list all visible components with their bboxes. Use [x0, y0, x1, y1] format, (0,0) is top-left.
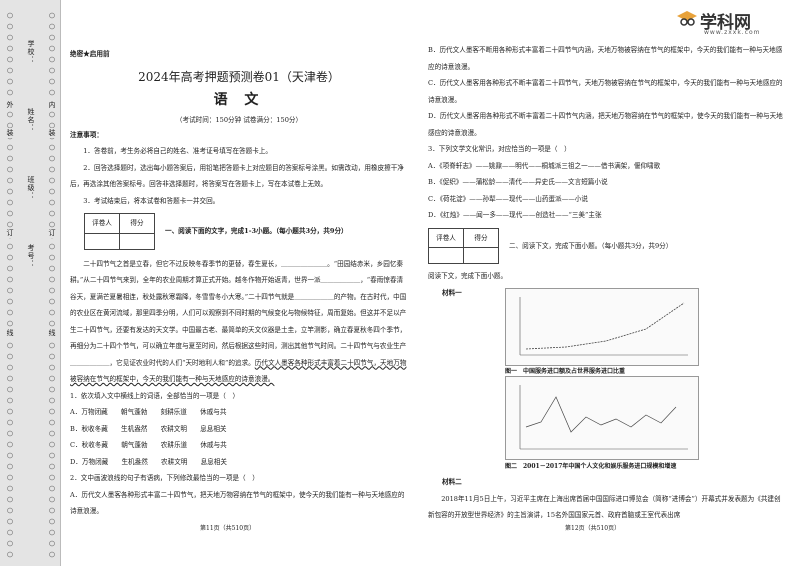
notice-item: 3．考试结束后，将本试卷和答题卡一并交回。 — [83, 196, 220, 205]
paragraph: 2018年11月5日上午，习近平主席在上海出席首届中国国际进口博览会（简称“进博… — [428, 494, 781, 520]
notice-item: 2．回答选择题时，选出每小题答案后，用铅笔把答题卡上对应题目的答案标号涂黑。如需… — [70, 163, 404, 189]
section-title: 一、阅读下面的文字，完成1-3小题。（每小题共3分，共9分） — [165, 227, 348, 236]
binding-char: 内 — [47, 100, 57, 110]
field-label: 学校： — [27, 40, 35, 64]
binding-char: 订 — [5, 228, 15, 238]
material-label: 材料二 — [442, 478, 462, 486]
option: B．历代文人墨客不断用各种形式丰富着二十四节气内涵，天地万物被容纳在节气的框架中… — [428, 46, 783, 71]
option: B．《促织》——蒲松龄——清代——异史氏——文言短篇小说 — [428, 178, 608, 186]
binding-char: 装 — [5, 128, 15, 138]
secret-mark: 绝密★启用前 — [70, 50, 110, 58]
instruction: 阅读下文，完成下面小题。 — [428, 272, 508, 280]
question-stem: 1．依次填入文中横线上的词语，全部恰当的一项是（ ） — [70, 391, 240, 400]
score-cell — [84, 232, 120, 250]
question-stem: 2．文中画波浪线的句子有语病，下列修改最恰当的一项是（ ） — [70, 474, 259, 482]
binding-holes — [48, 10, 56, 560]
material-label: 材料一 — [442, 288, 462, 297]
binding-inner: 内装订线 — [47, 100, 57, 428]
binding-char: 订 — [47, 228, 57, 238]
score-row: 评卷人 得分 — [428, 227, 499, 248]
option: D．万物闭藏 生机盎然 农耕文明 息息相关 — [70, 457, 227, 466]
options: B．历代文人墨客不断用各种形式丰富着二十四节气内涵，天地万物被容纳在节气的框架中… — [428, 42, 786, 141]
binding-char: 装 — [47, 128, 57, 138]
score-cell — [463, 247, 499, 264]
wavy-sentence: 历代文人墨客各种形式丰富着二十四节气，天地万物被容纳在节气的框架中，今天的我们能… — [70, 358, 407, 384]
options: A．《项脊轩志》——姚鼐——明代——桐城派三祖之一——借书满架，偃仰啸歌 B．《促… — [428, 158, 786, 224]
option: B．秋收冬藏 生机盎然 农耕文明 息息相关 — [70, 424, 227, 433]
option: C．《荷花淀》——孙犁——现代——山药蛋派——小说 — [428, 194, 588, 203]
question-stem: 3．下列文学文化常识，对应恰当的一项是（ ） — [428, 145, 571, 153]
field-label: 姓名： — [27, 108, 35, 132]
score-table: 评卷人 得分 — [428, 227, 499, 264]
field-label: 班级： — [27, 176, 35, 200]
passage: 二十四节气之首是立春，但它不过反映冬春季节的更替，春生夏长，＿＿＿＿＿＿＿。“田… — [70, 256, 408, 388]
notices: 1．答卷前，考生务必将自己的姓名、准考证号填写在答题卡上。 2．回答选择题时，选出… — [70, 143, 408, 209]
figure-caption: 图一 中国服务进口额及占世界服务进口比重 — [505, 368, 626, 375]
score-header: 得分 — [119, 213, 155, 234]
option: C．历代文人墨客用各种形式不断丰富着二十四节气，天地万物被容纳在节气的框架中，今… — [428, 79, 783, 104]
logo-icon — [677, 11, 697, 26]
notice-title: 注意事项： — [70, 130, 103, 139]
section-title: 二、阅读下文，完成下面小题。（每小题共3分，共9分） — [509, 241, 673, 250]
score-header: 得分 — [463, 227, 499, 248]
figure-drawing — [519, 297, 688, 356]
student-fields: 学校： 姓名： 班级： 考号： — [26, 40, 40, 312]
figure-image — [505, 288, 699, 366]
section-header: 评卷人 得分 二、阅读下文，完成下面小题。（每小题共3分，共9分） — [428, 227, 786, 264]
notice-item: 1．答卷前，考生务必将自己的姓名、准考证号填写在答题卡上。 — [83, 147, 273, 155]
logo-name: 学科网 — [700, 13, 751, 33]
score-row — [84, 232, 155, 250]
left-column: 绝密★启用前 2024年高考押题预测卷01（天津卷） 语 文 （考试时间：150… — [70, 46, 408, 520]
passage-text: 二十四节气之首是立春，但它不过反映冬春季节的更替，春生夏长，＿＿＿＿＿＿＿。“田… — [70, 259, 407, 367]
page-footer: 第11页（共510页） — [200, 525, 256, 532]
field-label: 考号： — [27, 244, 35, 268]
option: A．万物闭藏 朝气蓬勃 刻耕乐道 休戚与共 — [70, 408, 227, 416]
option: D．历代文人墨客用各种形式不断丰富着二十四节气内涵，把天地万物容纳在节气的框架中… — [428, 112, 783, 137]
right-column: B．历代文人墨客不断用各种形式丰富着二十四节气内涵，天地万物被容纳在节气的框架中… — [428, 42, 786, 301]
score-header: 评卷人 — [84, 213, 120, 234]
binding-char: 线 — [5, 328, 15, 338]
exam-title: 2024年高考押题预测卷01（天津卷） — [138, 69, 340, 84]
binding-char: 线 — [47, 328, 57, 338]
figure-caption: 图二 2001－2017年中国个人文化和娱乐服务进口规模和增速 — [505, 463, 677, 470]
score-cell — [428, 247, 464, 264]
score-row: 评卷人 得分 — [84, 213, 155, 234]
figure-image — [505, 376, 699, 460]
binding-outer: 外装订线 — [5, 100, 15, 428]
score-header: 评卷人 — [428, 227, 464, 248]
option: A．《项脊轩志》——姚鼐——明代——桐城派三祖之一——借书满架，偃仰啸歌 — [428, 161, 661, 170]
logo-url: www.zxxk.com — [704, 29, 761, 36]
option: D．《红烛》——闻一多——现代——创造社——“三美”主张 — [428, 211, 602, 219]
option: C．秋收冬藏 朝气蓬勃 农耕乐道 休戚与共 — [70, 441, 227, 449]
subject: 语 文 — [213, 91, 265, 108]
exam-info: （考试时间：150分钟 试卷满分：150分） — [175, 115, 303, 124]
page-footer: 第12页（共510页） — [565, 525, 621, 532]
figure-drawing — [519, 385, 688, 450]
score-cell — [119, 232, 155, 250]
right-column-bottom: 材料二 2018年11月5日上午，习近平主席在上海出席首届中国国际进口博览会（简… — [428, 474, 786, 524]
binding-char: 外 — [5, 100, 15, 110]
option: A．历代文人墨客各种形式丰富二十四节气，把天地万物容纳在节气的框架中，使今天的我… — [70, 490, 405, 516]
score-table: 评卷人 得分 — [84, 213, 155, 250]
section-header: 评卷人 得分 一、阅读下面的文字，完成1-3小题。（每小题共3分，共9分） — [84, 213, 408, 250]
binding-holes — [6, 10, 14, 560]
score-row — [428, 247, 499, 264]
options: A．万物闭藏 朝气蓬勃 刻耕乐道 休戚与共 B．秋收冬藏 生机盎然 农耕文明 息息… — [70, 404, 408, 470]
